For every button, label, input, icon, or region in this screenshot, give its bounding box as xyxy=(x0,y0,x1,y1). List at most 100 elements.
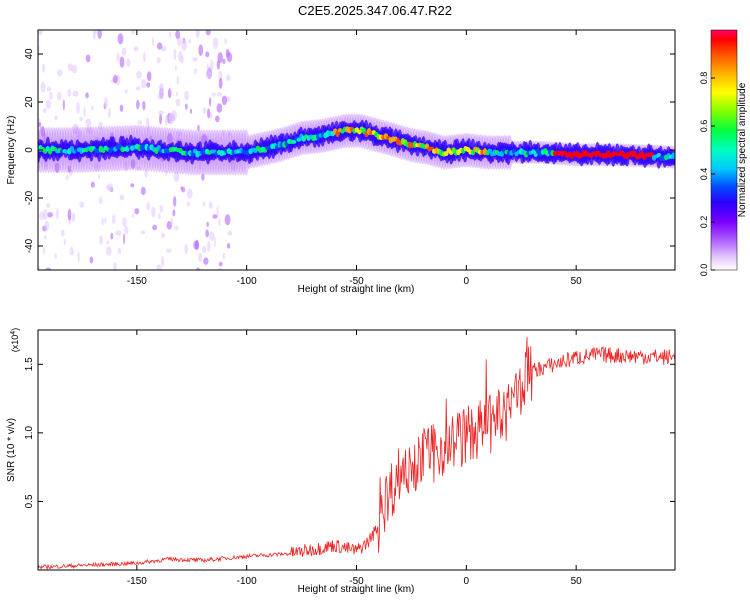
spectrogram-noise xyxy=(206,221,209,227)
spectrogram-noise xyxy=(226,74,231,82)
spectrogram-noise xyxy=(98,121,103,131)
spectrogram-noise xyxy=(156,264,162,270)
spectrogram-noise xyxy=(173,48,177,61)
spectrogram-noise xyxy=(73,124,80,134)
spectrogram-noise xyxy=(208,201,213,209)
spectrogram-core xyxy=(671,152,675,160)
spectrogram-noise xyxy=(93,162,100,172)
spectrogram-noise xyxy=(90,181,95,188)
spectrogram-noise xyxy=(136,70,142,79)
spectrogram-noise xyxy=(117,247,122,255)
spectrogram-noise xyxy=(176,75,180,85)
spectrogram-noise xyxy=(161,255,164,268)
spectrogram-noise xyxy=(115,230,122,237)
spectrogram-noise xyxy=(198,161,202,171)
spectrogram-noise xyxy=(164,114,168,127)
spectrogram-noise xyxy=(187,188,193,199)
spectrogram-core xyxy=(291,139,297,144)
spectrogram-noise xyxy=(67,165,71,173)
spectrogram-noise xyxy=(42,63,46,73)
spectrogram-noise xyxy=(208,231,215,241)
colorbar-gradient xyxy=(710,29,738,271)
spectrogram-noise xyxy=(69,247,75,256)
spectrogram-noise xyxy=(54,115,58,121)
spectrogram-noise xyxy=(211,92,216,97)
spectrogram-noise xyxy=(140,230,146,235)
spectrogram-noise xyxy=(92,30,96,40)
spectrogram-noise xyxy=(205,51,210,58)
spectrogram-noise xyxy=(159,113,163,125)
spectrogram-noise xyxy=(146,82,151,88)
snr-y-tick-label: 1.0 xyxy=(24,425,35,439)
spectrogram-noise xyxy=(196,267,200,270)
spectrogram-noise xyxy=(198,44,204,57)
spectrogram-noise xyxy=(104,96,108,109)
spectrogram-x-tick-label: 50 xyxy=(571,276,583,287)
spectrogram-noise xyxy=(224,37,227,44)
spectrogram-noise xyxy=(188,38,192,44)
spectrogram-noise xyxy=(205,30,211,36)
spectrogram-noise xyxy=(218,218,221,227)
colorbar-label: Normalized spectral amplitude xyxy=(737,82,748,217)
spectrogram-noise xyxy=(206,63,210,72)
snr-plot-area xyxy=(38,330,675,570)
spectrogram-noise xyxy=(193,68,197,74)
spectrogram-noise xyxy=(142,51,146,63)
spectrogram-noise xyxy=(60,229,65,237)
spectrogram-noise xyxy=(202,106,206,115)
spectrogram-noise xyxy=(173,196,177,207)
spectrogram-noise xyxy=(38,30,43,36)
spectrogram-noise xyxy=(105,246,112,256)
spectrogram-noise xyxy=(159,204,163,213)
snr-x-tick-label: 50 xyxy=(571,576,583,587)
spectrogram-noise xyxy=(146,201,150,211)
spectrogram-noise xyxy=(135,166,142,172)
spectrogram-noise xyxy=(216,60,220,70)
spectrogram-noise xyxy=(77,251,80,263)
spectrogram-noise xyxy=(161,45,167,52)
spectrogram-noise xyxy=(210,59,214,72)
spectrogram-noise xyxy=(91,105,94,111)
spectrogram-x-tick-label: -100 xyxy=(237,276,257,287)
spectrogram-y-tick-label: -20 xyxy=(24,190,35,205)
snr-x-tick-label: 0 xyxy=(464,576,470,587)
spectrogram-x-tick-label: -50 xyxy=(349,276,364,287)
spectrogram-noise xyxy=(213,235,216,248)
snr-x-label: Height of straight line (km) xyxy=(298,584,415,595)
spectrogram-noise xyxy=(113,261,117,270)
spectrogram-y-tick-label: 40 xyxy=(24,48,35,60)
spectrogram-y-tick-label: 20 xyxy=(24,96,35,108)
spectrogram-noise xyxy=(216,103,223,113)
spectrogram-noise xyxy=(167,132,173,145)
spectrogram-noise xyxy=(146,121,150,133)
spectrogram-y-tick-label: 0 xyxy=(24,147,35,153)
spectrogram-noise xyxy=(42,246,45,255)
spectrogram-noise xyxy=(157,213,161,219)
spectrogram-noise xyxy=(140,186,146,196)
spectrogram-noise xyxy=(167,88,172,99)
colorbar-tick-label: 0.8 xyxy=(699,72,709,85)
spectrogram-noise xyxy=(79,116,84,121)
spectrogram-noise xyxy=(85,92,89,99)
spectrogram-noise xyxy=(175,91,179,97)
spectrogram-noise xyxy=(206,108,211,119)
spectrogram-noise xyxy=(105,184,111,190)
spectrogram-noise xyxy=(208,96,212,107)
spectrogram-noise xyxy=(135,86,141,91)
spectrogram-noise xyxy=(44,163,47,171)
spectrogram-noise xyxy=(62,99,65,111)
spectrogram-noise xyxy=(181,39,188,51)
spectrogram-noise xyxy=(71,212,76,223)
spectrogram-noise xyxy=(151,206,156,218)
spectrogram-noise xyxy=(124,225,129,235)
spectrogram-noise xyxy=(195,239,200,251)
spectrogram-x-tick-label: 0 xyxy=(464,276,470,287)
spectrogram-noise xyxy=(227,131,232,138)
spectrogram-noise xyxy=(206,70,212,79)
snr-y-multiplier: (x104) xyxy=(10,328,21,352)
spectrogram-image xyxy=(38,30,675,270)
spectrogram-noise xyxy=(218,77,223,89)
snr-y-ticks: 0.5 1.0 1.5 xyxy=(24,357,675,508)
spectrogram-noise xyxy=(72,90,79,97)
spectrogram-noise xyxy=(56,69,63,77)
